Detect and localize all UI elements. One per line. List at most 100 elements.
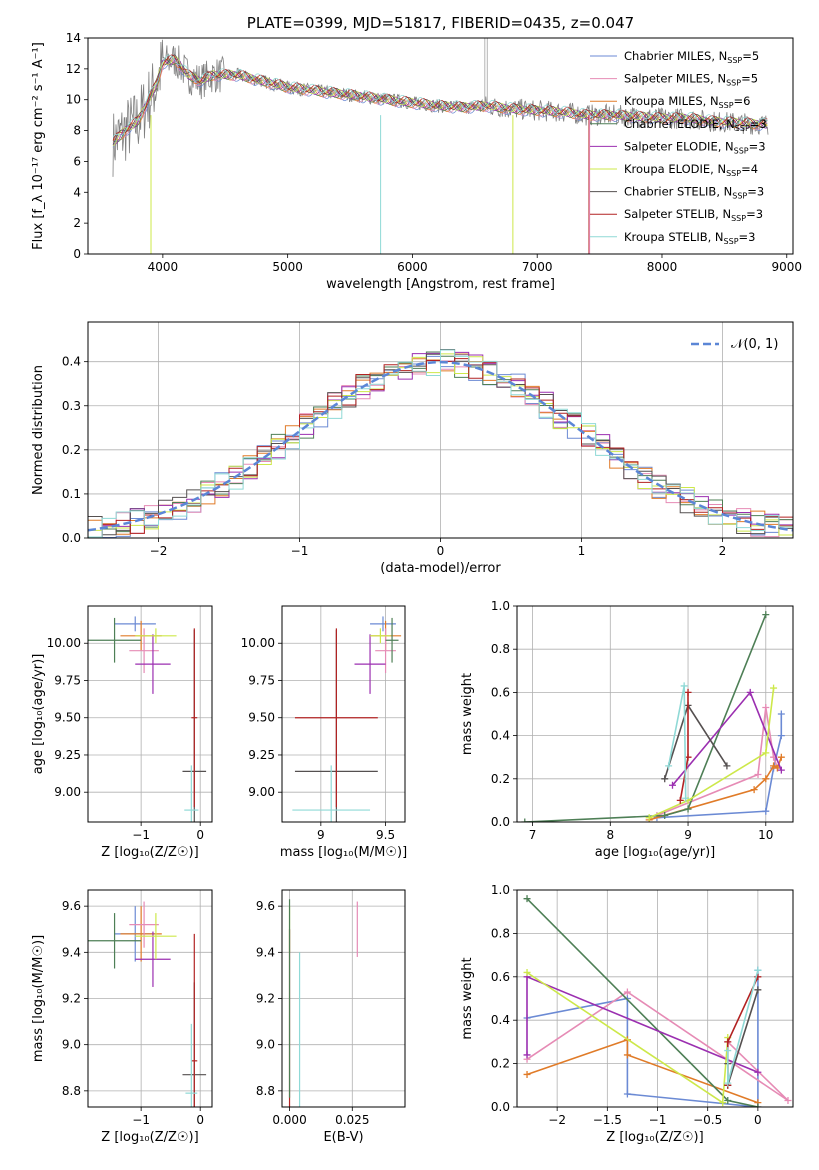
legend-entry: Chabrier ELODIE, NSSP=3 — [624, 117, 767, 133]
errorbar-plot-area — [288, 899, 358, 1107]
y-tick-label: 1.0 — [491, 599, 510, 613]
x-tick-label: −1 — [132, 828, 150, 842]
y-tick-label: 9.2 — [62, 992, 81, 1006]
y-tick-label: 9.0 — [62, 1038, 81, 1052]
weight-point-marker — [777, 753, 785, 761]
x-tick-label: 0.025 — [335, 1113, 369, 1127]
weight-point-marker — [523, 968, 531, 976]
x-axis-label: mass [log₁₀(M/M☉)] — [280, 845, 407, 860]
x-axis-label: Z [log₁₀(Z/Z☉)] — [101, 845, 198, 860]
weight-plot-area — [523, 895, 792, 1107]
x-tick-label: −1 — [649, 1113, 667, 1127]
weight-point-marker — [762, 775, 770, 783]
legend-entry: Kroupa STELIB, NSSP=3 — [624, 230, 755, 246]
weight-point-marker — [719, 1099, 727, 1107]
legend-entry: Chabrier MILES, NSSP=5 — [624, 49, 759, 65]
y-tick-label: 0.6 — [491, 685, 510, 699]
x-axis-label: (data-model)/error — [380, 561, 501, 576]
axes-frame — [516, 605, 794, 823]
x-tick-label: 9.5 — [376, 828, 395, 842]
y-tick-label: 0.0 — [62, 531, 81, 545]
weight-point-marker — [762, 704, 770, 712]
weight-point-marker — [750, 786, 758, 794]
weight-point-marker — [724, 1047, 732, 1055]
x-tick-label: −1.5 — [593, 1113, 622, 1127]
weight-point-marker — [724, 1079, 732, 1087]
axes-frame — [87, 889, 213, 1108]
weight-point-marker — [661, 812, 669, 820]
y-tick-label: 0.8 — [491, 926, 510, 940]
x-tick-label: 8 — [606, 828, 614, 842]
x-tick-label: 4000 — [148, 260, 179, 274]
legend-entry: 𝒩(0, 1) — [731, 337, 778, 352]
weight-point-marker — [762, 611, 770, 619]
weight-point-marker — [746, 688, 754, 696]
y-tick-label: 6 — [73, 154, 81, 168]
x-tick-label: 0 — [196, 1113, 204, 1127]
legend-entry: Chabrier STELIB, NSSP=3 — [624, 185, 764, 201]
legend-entry: Salpeter MILES, NSSP=5 — [624, 72, 758, 88]
weight-series-line — [648, 688, 775, 819]
y-tick-label: 9.75 — [248, 673, 275, 687]
x-axis-label: wavelength [Angstrom, rest frame] — [326, 277, 555, 292]
weight-point-marker — [676, 796, 684, 804]
y-tick-label: 9.25 — [54, 748, 81, 762]
y-tick-label: 8.8 — [62, 1084, 81, 1098]
x-tick-label: 0 — [437, 544, 445, 558]
x-tick-label: −1 — [291, 544, 309, 558]
weight-point-marker — [623, 1051, 631, 1059]
weight-series-line — [526, 975, 759, 1074]
histogram-step-line — [88, 349, 793, 538]
data-spike — [484, 38, 488, 108]
y-tick-label: 9.75 — [54, 673, 81, 687]
y-tick-label: 8.8 — [256, 1084, 275, 1098]
axes-frame — [87, 37, 794, 255]
weight-point-marker — [623, 1090, 631, 1098]
weight-series-line — [648, 756, 783, 821]
panel-age_vs_mass: 9 9.5 9.00 9.25 9.50 9.75 10.00 mass [log₁₀(M/M… — [241, 605, 407, 860]
y-axis-label: Flux [f_λ 10⁻¹⁷ erg cm⁻² s⁻¹ A⁻¹] — [31, 42, 46, 250]
weight-point-marker — [770, 684, 778, 692]
legend-entry: Kroupa MILES, NSSP=6 — [624, 94, 750, 110]
weight-point-marker — [684, 688, 692, 696]
legend-entry: Salpeter STELIB, NSSP=3 — [624, 207, 763, 223]
y-tick-label: 9.00 — [248, 785, 275, 799]
residual-plot-area — [88, 348, 793, 538]
y-tick-label: 0.3 — [62, 399, 81, 413]
y-tick-label: 0.0 — [491, 815, 510, 829]
y-tick-label: 12 — [66, 62, 81, 76]
x-tick-label: 9000 — [771, 260, 802, 274]
weight-point-marker — [754, 1068, 762, 1076]
weight-point-marker — [762, 749, 770, 757]
y-tick-label: 9.50 — [54, 711, 81, 725]
weight-series-line — [524, 614, 767, 822]
x-tick-label: 10 — [758, 828, 773, 842]
weight-series-line — [656, 707, 779, 817]
y-axis-label: mass weight — [460, 673, 475, 755]
weight-point-marker — [684, 805, 692, 813]
x-tick-label: −0.5 — [693, 1113, 722, 1127]
panel-weight_vs_Z: −2 −1.5 −1 −0.5 0 0.0 0.2 0.4 0.6 0.8 1.0 Z [log₁₀(… — [460, 883, 794, 1145]
y-tick-label: 10 — [66, 93, 81, 107]
y-tick-label: 9.6 — [256, 899, 275, 913]
weight-point-marker — [754, 986, 762, 994]
y-tick-label: 4 — [73, 185, 81, 199]
y-tick-label: 0.4 — [491, 729, 510, 743]
y-tick-label: 8 — [73, 124, 81, 138]
normal-distribution-curve — [88, 360, 793, 532]
errorbar-plot-area — [292, 616, 402, 822]
x-tick-label: 2 — [719, 544, 727, 558]
y-axis-label: mass weight — [460, 957, 475, 1039]
weight-point-marker — [723, 762, 731, 770]
weight-point-marker — [777, 732, 785, 740]
x-tick-label: 0 — [754, 1113, 762, 1127]
y-tick-label: 2 — [73, 216, 81, 230]
weight-point-marker — [661, 775, 669, 783]
x-tick-label: 6000 — [397, 260, 428, 274]
weight-point-marker — [668, 781, 676, 789]
panel-weight_vs_age: 7 8 9 10 0.0 0.2 0.4 0.6 0.8 1.0 age [log₁₀(age/yr… — [460, 599, 794, 860]
x-tick-label: 8000 — [647, 260, 678, 274]
y-tick-label: 9.0 — [256, 1038, 275, 1052]
weight-point-marker — [784, 1096, 792, 1104]
weight-point-marker — [754, 770, 762, 778]
